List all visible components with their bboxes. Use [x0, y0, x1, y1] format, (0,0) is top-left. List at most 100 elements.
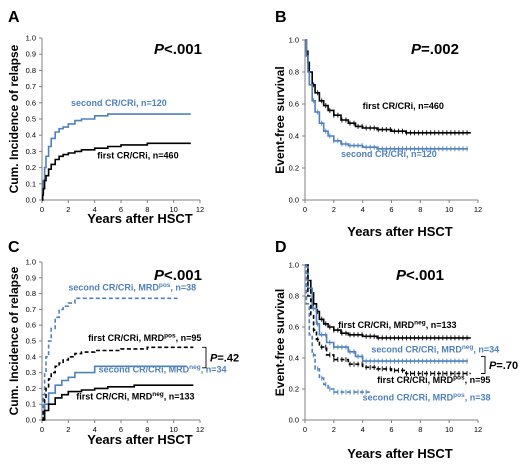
y-tick-label: 0.6 [289, 323, 299, 332]
x-tick-label: 0 [40, 425, 44, 434]
bracket-p-value: P=.42 [210, 353, 239, 365]
x-tick-label: 12 [196, 205, 204, 214]
x-tick-label: 12 [474, 425, 482, 434]
x-tick-label: 0 [40, 205, 44, 214]
y-tick-label: 0.2 [289, 164, 299, 173]
x-tick-label: 8 [145, 425, 149, 434]
panel-letter: C [8, 239, 20, 256]
y-tick-label: 0.8 [26, 66, 36, 75]
panel-letter: D [275, 239, 287, 256]
x-tick-label: 6 [119, 425, 123, 434]
y-tick-label: 0.4 [26, 352, 36, 361]
series-annotation-2: second CR/CRi, n=120 [341, 149, 437, 159]
x-tick-label: 4 [93, 205, 97, 214]
y-tick-label: 1.0 [26, 34, 36, 43]
p-value: P<.001 [154, 41, 202, 58]
comparison-bracket [202, 346, 207, 369]
x-tick-label: 0 [303, 425, 307, 434]
y-tick-label: 0.1 [26, 179, 36, 188]
y-tick-label: 0.8 [26, 289, 36, 298]
y-tick-label: 0.4 [289, 132, 299, 141]
x-axis-label: Years after HSCT [87, 211, 193, 226]
series-line-4 [42, 384, 194, 421]
series-line-2 [42, 346, 194, 421]
series-annotation-2: second CR/CRi, MRDneg, n=34 [371, 344, 499, 355]
y-axis-label: Event-free survival [273, 289, 287, 396]
x-tick-label: 12 [196, 425, 204, 434]
x-tick-label: 10 [445, 425, 453, 434]
x-tick-label: 10 [445, 205, 453, 214]
x-tick-label: 2 [66, 425, 70, 434]
y-tick-label: 0.9 [26, 50, 36, 59]
panel-c: C 0 2 4 6 8 10 12 0.0 0.1 0.2 0.3 0.4 0.5 0.6 0.7 0.8 0.9… [7, 239, 239, 447]
y-axis-label: Event-free survival [273, 66, 287, 173]
x-tick-label: 10 [169, 425, 177, 434]
y-tick-label: 0.6 [26, 321, 36, 330]
x-tick-label: 12 [474, 205, 482, 214]
x-axis-label: Years after HSCT [87, 432, 193, 447]
series-annotation-2: first CR/CRi, MRDpos, n=95 [88, 333, 201, 344]
y-tick-label: 1.0 [289, 36, 299, 45]
x-tick-label: 6 [389, 205, 393, 214]
y-tick-label: 0.3 [26, 147, 36, 156]
x-tick-label: 6 [119, 205, 123, 214]
series-annotation-2: first CR/CRi, n=460 [97, 151, 178, 161]
y-tick-label: 0.0 [289, 196, 299, 205]
panel-b: B 0 2 4 6 8 10 12 0.0 0.2 0.4 0.6 0.8 1.0 Event-free s… [273, 9, 482, 239]
y-tick-label: 0.6 [289, 100, 299, 109]
panel-d: D 0 2 4 6 8 10 12 0.0 0.2 0.4 0.6 0.8 1.0 Event-free s… [273, 239, 518, 461]
x-tick-label: 2 [66, 205, 70, 214]
y-tick-label: 0.8 [289, 292, 299, 301]
panel-a: A 0 2 4 6 8 10 12 0.0 0.1 0.2 0.3 0.4 0.5 0.6 0.7 0.8 0.9… [7, 9, 204, 226]
y-tick-label: 0.5 [26, 115, 36, 124]
y-axis-label: Cum. Incidence of relapse [7, 266, 21, 415]
p-value: P<.001 [154, 267, 202, 284]
p-value: P<.001 [396, 267, 444, 284]
x-axis-label: Years after HSCT [347, 446, 453, 461]
x-tick-label: 6 [389, 425, 393, 434]
y-tick-label: 1.0 [26, 258, 36, 267]
y-tick-label: 0.0 [26, 416, 36, 425]
x-tick-label: 4 [361, 205, 365, 214]
x-tick-label: 8 [418, 425, 422, 434]
series-annotation-1: second CR/CRi, n=120 [71, 98, 167, 108]
p-value: P=.002 [411, 41, 459, 58]
x-tick-label: 2 [332, 205, 336, 214]
series-line-4 [305, 264, 370, 393]
y-tick-label: 0.8 [289, 68, 299, 77]
y-axis-label: Cum. Incidence of relapse [7, 44, 21, 193]
x-axis-label: Years after HSCT [347, 224, 453, 239]
series-annotation-1: first CR/CRi, n=460 [363, 101, 444, 111]
y-tick-label: 0.2 [26, 163, 36, 172]
y-tick-label: 1.0 [289, 261, 299, 270]
series-line-3 [305, 264, 471, 375]
y-tick-label: 0.6 [26, 98, 36, 107]
x-tick-label: 2 [332, 425, 336, 434]
series-annotation-4: second CR/CRi, MRDpos, n=38 [363, 392, 491, 403]
series-line-1 [42, 297, 178, 421]
y-tick-label: 0.0 [289, 416, 299, 425]
x-tick-label: 0 [303, 205, 307, 214]
y-tick-label: 0.1 [26, 400, 36, 409]
y-tick-label: 0.0 [26, 196, 36, 205]
bracket-p-value: P=.70 [489, 360, 518, 372]
x-tick-label: 8 [418, 205, 422, 214]
y-tick-label: 0.3 [26, 368, 36, 377]
comparison-bracket [481, 356, 486, 374]
series-annotation-3: second CR/CRi, MRDneg, n=34 [99, 364, 227, 375]
y-tick-label: 0.9 [26, 273, 36, 282]
x-tick-label: 4 [361, 425, 365, 434]
panel-letter: B [275, 9, 287, 26]
series-annotation-4: first CR/CRi, MRDneg, n=133 [76, 391, 194, 402]
series-annotation-3: first CR/CRi, MRDpos, n=95 [377, 374, 490, 385]
y-tick-label: 0.4 [26, 131, 36, 140]
y-tick-label: 0.2 [26, 384, 36, 393]
y-tick-label: 0.7 [26, 305, 36, 314]
y-tick-label: 0.2 [289, 385, 299, 394]
x-tick-label: 10 [169, 205, 177, 214]
x-tick-label: 8 [145, 205, 149, 214]
series-line-2 [305, 264, 468, 362]
y-tick-label: 0.5 [26, 337, 36, 346]
series-line-2 [305, 39, 468, 150]
